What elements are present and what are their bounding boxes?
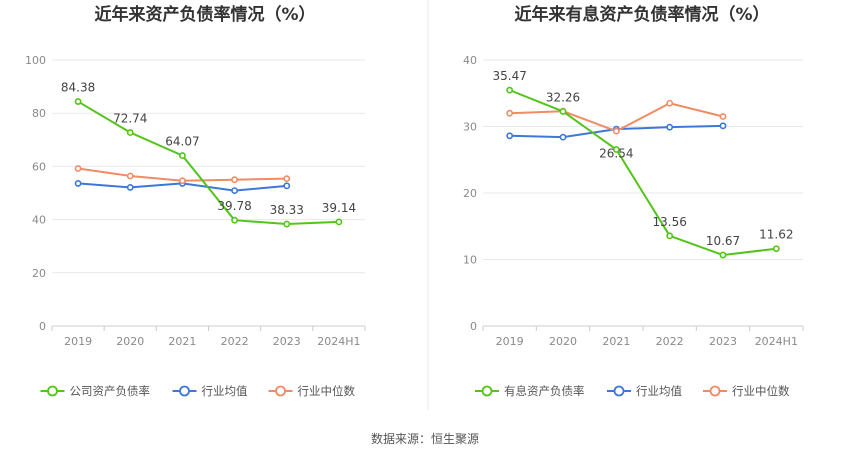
- data-point: [666, 123, 674, 131]
- data-point: [126, 129, 134, 136]
- series-line: [77, 100, 339, 226]
- y-tick-label: 80: [32, 107, 46, 120]
- legend-marker[interactable]: [709, 385, 721, 397]
- x-tick-label: 2020: [116, 335, 144, 348]
- legend-item-label[interactable]: 行业中位数: [298, 384, 356, 398]
- data-point: [283, 220, 291, 228]
- data-point: [719, 113, 727, 120]
- x-tick-label: 2023: [273, 335, 301, 348]
- data-point: [283, 175, 291, 183]
- x-tick-label: 2021: [168, 335, 196, 348]
- data-label: 72.74: [113, 112, 147, 126]
- data-point: [666, 99, 674, 107]
- data-label: 39.14: [322, 201, 356, 215]
- legend-marker[interactable]: [613, 385, 625, 397]
- data-point: [283, 182, 291, 190]
- data-point: [74, 180, 82, 187]
- chart-title: 近年来有息资产负债率情况（%）: [514, 4, 769, 25]
- data-point: [506, 109, 514, 117]
- x-tick-label: 2023: [709, 335, 737, 348]
- data-label: 64.07: [165, 135, 199, 149]
- data-label: 13.56: [652, 215, 686, 229]
- y-tick-label: 20: [463, 187, 477, 200]
- data-label: 35.47: [492, 69, 526, 83]
- data-point: [719, 122, 727, 130]
- chart-title: 近年来资产负债率情况（%）: [94, 4, 315, 25]
- data-label: 39.78: [217, 199, 251, 213]
- data-point: [74, 165, 82, 172]
- x-tick-label: 2020: [549, 335, 577, 348]
- data-point: [74, 98, 82, 105]
- data-label: 32.26: [546, 90, 580, 104]
- x-tick-label: 2024H1: [317, 335, 360, 348]
- data-label: 11.62: [759, 228, 793, 242]
- data-point: [506, 86, 514, 94]
- data-point: [231, 187, 238, 195]
- y-tick-label: 40: [32, 214, 46, 227]
- legend-marker[interactable]: [47, 385, 58, 397]
- y-tick-label: 100: [25, 54, 46, 67]
- data-point: [559, 133, 567, 141]
- data-point: [335, 218, 343, 226]
- legend-marker[interactable]: [481, 385, 493, 397]
- x-tick-label: 2022: [656, 335, 684, 348]
- x-tick-label: 2024H1: [755, 335, 798, 348]
- legend-item-label[interactable]: 行业均值: [202, 384, 248, 398]
- x-tick-label: 2019: [496, 335, 524, 348]
- series-line: [509, 89, 777, 257]
- y-tick-label: 20: [32, 267, 46, 280]
- legend-item-label[interactable]: 行业中位数: [732, 384, 790, 398]
- data-label: 26.54: [599, 147, 633, 161]
- y-tick-label: 0: [470, 320, 477, 333]
- y-tick-label: 10: [463, 254, 477, 267]
- data-point: [126, 184, 134, 191]
- data-point: [666, 232, 674, 240]
- data-point: [179, 177, 186, 185]
- y-tick-label: 30: [463, 121, 477, 134]
- data-point: [231, 176, 238, 184]
- data-point: [126, 172, 134, 180]
- y-tick-label: 40: [463, 54, 477, 67]
- data-label: 84.38: [61, 81, 95, 95]
- y-tick-label: 0: [39, 320, 46, 333]
- legend-item-label[interactable]: 行业均值: [636, 384, 682, 398]
- data-point: [612, 127, 620, 135]
- legend-marker[interactable]: [179, 385, 190, 397]
- legend-marker[interactable]: [275, 385, 286, 397]
- data-point: [179, 152, 186, 159]
- data-label: 38.33: [270, 203, 304, 217]
- source-note: 数据来源：恒生聚源: [371, 431, 479, 446]
- data-label: 10.67: [706, 234, 740, 248]
- data-point: [772, 245, 780, 253]
- data-point: [231, 216, 238, 224]
- data-point: [559, 108, 567, 115]
- x-tick-label: 2022: [221, 335, 249, 348]
- data-point: [612, 146, 620, 153]
- legend-item-label[interactable]: 公司资产负债率: [70, 384, 151, 398]
- legend-item-label[interactable]: 有息资产负债率: [504, 384, 585, 398]
- data-point: [506, 132, 514, 140]
- y-tick-label: 60: [32, 160, 46, 173]
- data-point: [719, 251, 727, 259]
- x-tick-label: 2021: [602, 335, 630, 348]
- x-tick-label: 2019: [64, 335, 92, 348]
